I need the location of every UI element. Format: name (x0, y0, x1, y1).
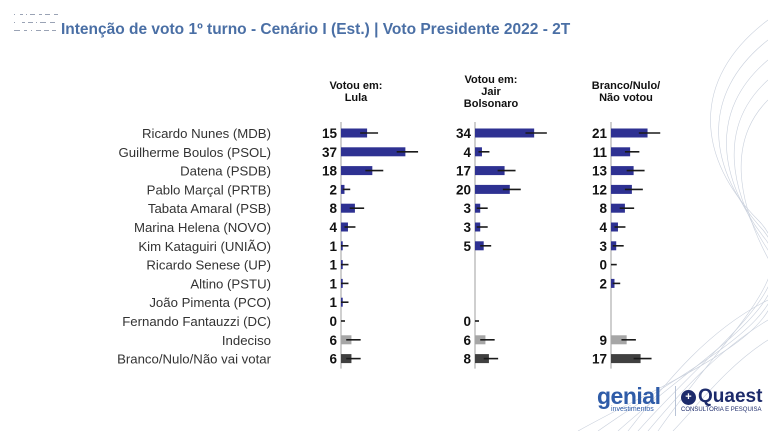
data-label: 0 (463, 314, 471, 329)
category-label: Kim Kataguiri (UNIÃO) (138, 239, 271, 254)
data-label: 3 (463, 220, 471, 235)
data-label: 6 (329, 352, 337, 367)
category-label: Datena (PSDB) (180, 164, 271, 179)
data-label: 20 (456, 182, 471, 197)
bar (611, 184, 632, 194)
data-label: 3 (599, 239, 607, 254)
data-label: 0 (329, 314, 337, 329)
data-label: 4 (463, 145, 471, 160)
series-header: Jair (481, 86, 501, 98)
category-label: Fernando Fantauzzi (DC) (122, 314, 271, 329)
series-header: Não votou (599, 92, 653, 104)
decorative-dots (14, 14, 58, 31)
quaest-logo-text: Quaest (698, 386, 763, 407)
data-label: 4 (329, 220, 337, 235)
data-label: 12 (592, 182, 607, 197)
quaest-logo-subtext: CONSULTORIA E PESQUISA (681, 407, 762, 413)
bar (341, 166, 373, 176)
data-label: 1 (329, 276, 337, 291)
bar (475, 147, 482, 157)
series-header: Votou em: (330, 80, 383, 92)
category-label: Altino (PSTU) (190, 276, 271, 291)
data-label: 9 (599, 333, 607, 348)
bar (341, 203, 355, 213)
bar (341, 128, 368, 138)
bar (341, 147, 406, 157)
data-label: 34 (456, 126, 472, 141)
category-label: Guilherme Boulos (PSOL) (119, 145, 271, 160)
data-label: 6 (463, 333, 471, 348)
logo-divider (675, 386, 676, 416)
category-label: Marina Helena (NOVO) (134, 220, 271, 235)
data-label: 13 (592, 164, 608, 179)
bar (611, 147, 631, 157)
data-label: 8 (463, 352, 471, 367)
series-header: Lula (345, 92, 368, 104)
data-label: 6 (329, 333, 337, 348)
bar (611, 128, 648, 138)
data-label: 17 (592, 352, 607, 367)
data-label: 1 (329, 258, 337, 273)
genial-logo-subtext: investimentos (611, 406, 654, 413)
bar (611, 354, 641, 364)
category-label: Pablo Marçal (PRTB) (147, 182, 271, 197)
data-label: 4 (599, 220, 607, 235)
category-label: Indeciso (222, 333, 271, 348)
data-label: 21 (592, 126, 608, 141)
data-label: 8 (329, 201, 337, 216)
bar (611, 166, 634, 176)
bar (611, 203, 625, 213)
data-label: 5 (463, 239, 471, 254)
bar (475, 184, 510, 194)
page-title: Intenção de voto 1º turno - Cenário I (E… (61, 21, 571, 38)
category-label: Branco/Nulo/Não vai votar (117, 352, 272, 367)
series-header: Votou em: (465, 74, 518, 86)
decorative-wave-lines (577, 19, 768, 431)
data-label: 2 (599, 276, 607, 291)
genial-logo-text: genial (597, 383, 661, 409)
category-label: João Pimenta (PCO) (149, 295, 271, 310)
series-header: Bolsonaro (464, 98, 519, 110)
data-label: 3 (463, 201, 471, 216)
bar (611, 335, 627, 345)
data-label: 2 (329, 182, 337, 197)
data-label: 1 (329, 295, 337, 310)
bar (341, 222, 348, 232)
category-label: Tabata Amaral (PSB) (148, 201, 271, 216)
data-label: 17 (456, 164, 471, 179)
data-label: 37 (322, 145, 337, 160)
category-label: Ricardo Nunes (MDB) (142, 126, 271, 141)
genial-logo: genial investimentos (597, 383, 661, 413)
quaest-logo-mark-icon: + (681, 390, 696, 405)
bar (475, 166, 505, 176)
category-label: Ricardo Senese (UP) (146, 258, 271, 273)
data-label: 0 (599, 258, 607, 273)
data-label: 18 (322, 164, 338, 179)
bar (475, 354, 489, 364)
data-label: 11 (593, 145, 608, 160)
bar (475, 241, 484, 251)
data-label: 8 (599, 201, 607, 216)
series-header: Branco/Nulo/ (592, 80, 660, 92)
bar (475, 128, 535, 138)
quaest-logo: + Quaest CONSULTORIA E PESQUISA (681, 386, 763, 413)
data-label: 15 (322, 126, 338, 141)
data-label: 1 (329, 239, 337, 254)
